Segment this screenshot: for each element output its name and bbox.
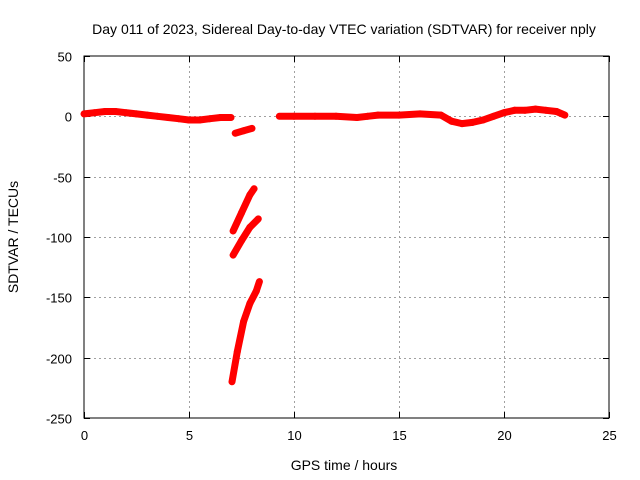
data-point (255, 215, 262, 223)
x-tick-label: 20 (497, 428, 511, 443)
y-tick-label: -200 (46, 352, 72, 367)
data-series-segment-4 (229, 215, 262, 259)
data-trace (228, 348, 241, 386)
x-tick-label: 5 (186, 428, 193, 443)
data-point (256, 278, 263, 285)
data-point (248, 125, 256, 132)
data-point (250, 185, 258, 192)
data-point (561, 111, 569, 119)
y-tick-label: -150 (46, 291, 72, 306)
y-tick-label: 50 (58, 50, 72, 65)
y-tick-label: -50 (53, 171, 72, 186)
data-trace (332, 112, 361, 121)
y-axis-label: SDTVAR / TECUs (5, 181, 21, 293)
y-tick-label: -100 (46, 231, 72, 246)
data-series-segment-1 (80, 108, 235, 124)
y-tick-label: -250 (46, 412, 72, 427)
x-tick-label: 0 (81, 428, 88, 443)
data-point (227, 114, 235, 121)
x-axis-label: GPS time / hours (291, 457, 398, 473)
data-series-segment-6 (275, 105, 569, 128)
chart-title: Day 011 of 2023, Sidereal Day-to-day VTE… (92, 21, 596, 37)
data-trace (233, 318, 248, 356)
data-trace (416, 110, 445, 119)
data-trace (395, 110, 424, 119)
data-series-segment-5 (228, 278, 263, 386)
x-tick-label: 10 (287, 428, 301, 443)
data-points (80, 105, 569, 386)
axis-ticks: 0 5 10 15 20 25 50 0 -50 -100 -150 -200 -250 (46, 50, 617, 444)
data-series-segment-3 (229, 185, 258, 235)
x-tick-label: 15 (392, 428, 406, 443)
x-tick-label: 25 (602, 428, 616, 443)
y-tick-label: 0 (65, 110, 72, 125)
data-series-segment-2 (231, 124, 256, 137)
